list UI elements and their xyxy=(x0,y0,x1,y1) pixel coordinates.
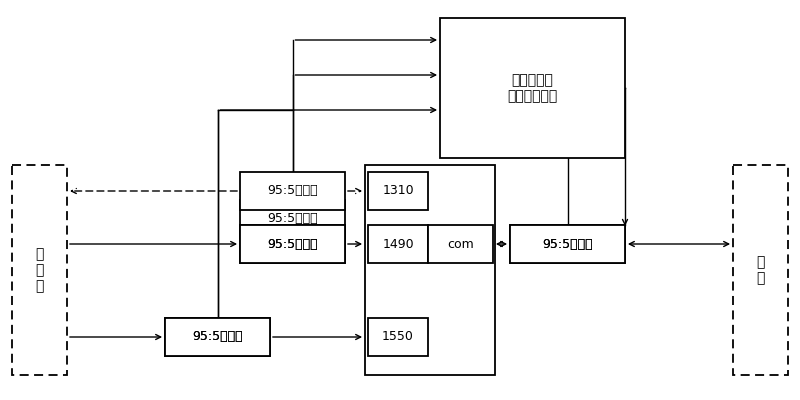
Bar xyxy=(510,225,625,263)
Bar xyxy=(240,172,345,210)
Bar xyxy=(428,225,493,263)
Text: 用
户
端: 用 户 端 xyxy=(35,247,44,293)
Bar xyxy=(240,225,345,263)
Text: 95:5分束器: 95:5分束器 xyxy=(267,238,318,250)
Bar xyxy=(733,165,788,375)
Bar xyxy=(368,172,428,210)
Bar xyxy=(240,225,345,263)
Text: 95:5分束器: 95:5分束器 xyxy=(267,238,318,250)
Text: 95:5分束器: 95:5分束器 xyxy=(267,184,318,198)
Text: 95:5分束器: 95:5分束器 xyxy=(267,212,318,226)
Bar xyxy=(165,318,270,356)
Text: 1550: 1550 xyxy=(382,330,414,344)
Bar xyxy=(440,18,625,158)
Bar xyxy=(368,318,428,356)
Text: 多端口故障
自动检测模块: 多端口故障 自动检测模块 xyxy=(507,73,558,103)
Text: 1310: 1310 xyxy=(382,184,414,198)
Text: 95:5分束器: 95:5分束器 xyxy=(542,238,593,250)
Text: com: com xyxy=(447,238,474,250)
Bar xyxy=(12,165,67,375)
Text: 95:5分束器: 95:5分束器 xyxy=(542,238,593,250)
Text: 95:5分束器: 95:5分束器 xyxy=(192,330,243,344)
Text: 局
端: 局 端 xyxy=(756,255,765,285)
Bar xyxy=(368,225,428,263)
Text: 1490: 1490 xyxy=(382,238,414,250)
Bar xyxy=(510,225,625,263)
Bar xyxy=(165,318,270,356)
Bar xyxy=(240,200,345,238)
Bar xyxy=(365,165,495,375)
Text: 95:5分束器: 95:5分束器 xyxy=(192,330,243,344)
